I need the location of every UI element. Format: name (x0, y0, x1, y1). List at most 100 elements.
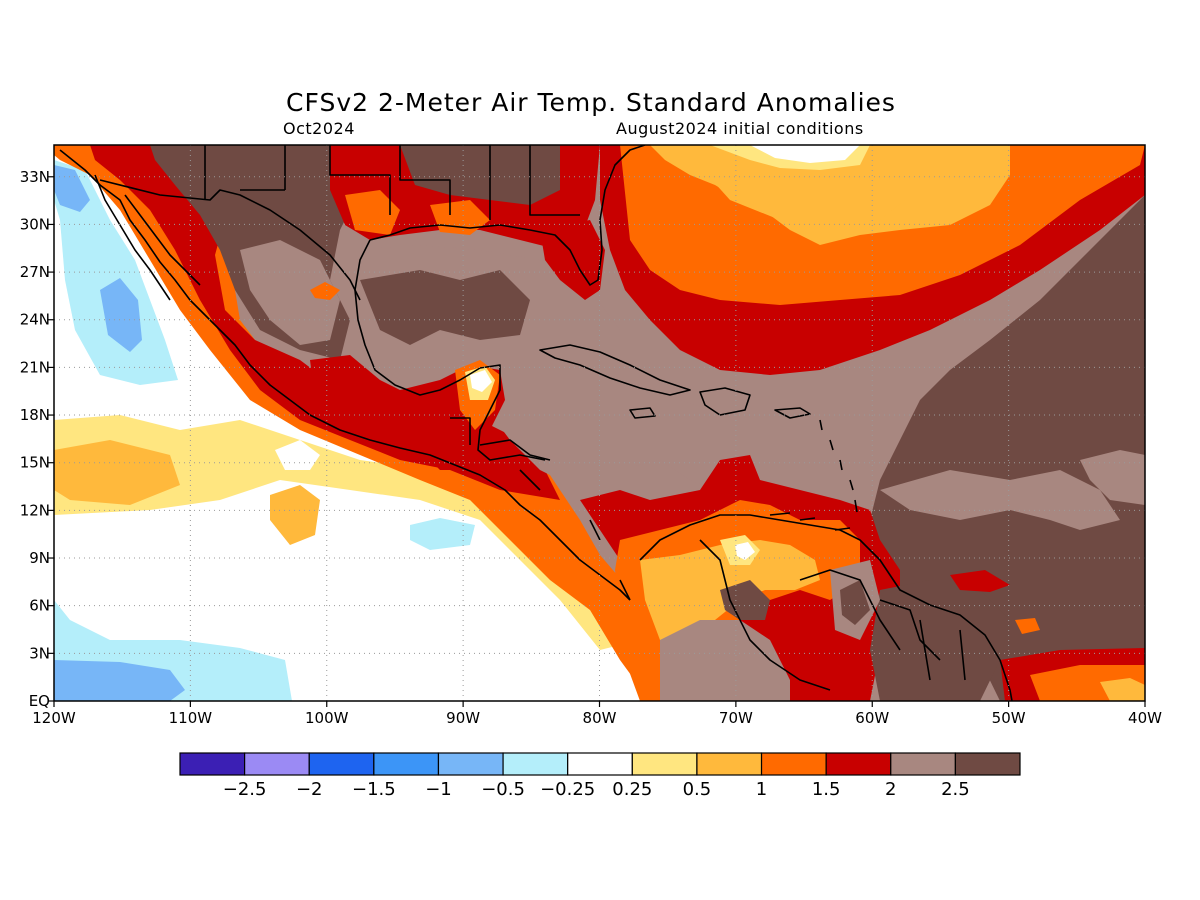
coastlines (59, 145, 1013, 701)
colorbar-swatch (244, 752, 310, 776)
field-pacific-neutral-region (54, 145, 645, 701)
field-caribbean-neutral-patch (735, 542, 755, 560)
field-pacific-cold-patch (54, 660, 185, 701)
field-pacific-cold-patch (54, 165, 90, 212)
y-tick-label: 24N (20, 311, 50, 329)
coastline-lesser-antilles (769, 419, 858, 531)
field-us-extreme-region (400, 145, 560, 205)
x-tick-label: 50W (992, 709, 1026, 727)
colorbar-label: 0.5 (683, 779, 712, 800)
field-pacific-warm-patch (270, 485, 320, 545)
colorbar-swatch (179, 752, 246, 776)
x-tick-label: 100W (305, 709, 349, 727)
y-tick-label: 18N (20, 406, 50, 424)
field-east-atlantic-extreme-region (870, 195, 1145, 701)
field-gulf-extreme-patch (360, 270, 530, 345)
latitude-axis: EQ 3N 6N 9N 12N 15N 18N 21N 24N 27N 30N 33N (20, 168, 54, 710)
x-tick-label: 40W (1128, 709, 1162, 727)
field-atlantic-mild-patch (710, 150, 905, 240)
x-tick-label: 80W (583, 709, 617, 727)
field-inland-warm-patch (310, 282, 340, 300)
y-tick-label: 9N (29, 549, 50, 567)
y-tick-label: 30N (20, 215, 50, 233)
coastline-baja-california (94, 174, 201, 301)
coastline-south-america (639, 514, 1013, 701)
field-south-america-extreme-region (870, 580, 1010, 701)
field-equatorial-atlantic-mild-patch (1100, 678, 1145, 701)
field-pacific-warm-patch (54, 440, 180, 505)
x-tick-label: 90W (446, 709, 480, 727)
field-yucatan-hot-region (310, 355, 505, 470)
colorbar-label: 1 (756, 779, 767, 800)
colorbar-label: −0.25 (540, 779, 595, 800)
field-pacific-neutral-patch (275, 440, 320, 470)
longitude-axis: 120W 110W 100W 90W 80W 70W 60W 50W 40W (32, 701, 1162, 727)
border-south-america (699, 539, 966, 691)
colorbar-label: 2.5 (941, 779, 970, 800)
field-pacific-cool-patch (410, 518, 475, 550)
x-tick-label: 70W (719, 709, 753, 727)
colorbar-label: 1.5 (812, 779, 841, 800)
colorbar-swatch (437, 752, 504, 776)
colorbar-swatch (567, 752, 633, 776)
x-tick-label: 120W (32, 709, 76, 727)
colorbar-label: −2.5 (223, 779, 267, 800)
field-pacific-cool-region (54, 160, 178, 385)
colorbar: −2.5 −2 −1.5 −1 −0.5 −0.25 0.25 0.5 1 1.5 2 2.5 (179, 752, 1021, 800)
field-pacific-cold-patch (100, 278, 142, 352)
coastline-hispaniola (699, 387, 751, 416)
colorbar-label: 2 (885, 779, 896, 800)
y-tick-label: 6N (29, 597, 50, 615)
border-us-states (204, 145, 580, 220)
colorbar-swatch (890, 752, 956, 776)
x-tick-label: 60W (855, 709, 889, 727)
coastline-us-gulf (369, 145, 646, 286)
field-atlantic-hot-patch (950, 570, 1010, 592)
y-tick-label: 3N (29, 644, 50, 662)
colorbar-label: −0.5 (481, 779, 525, 800)
field-atlantic-hot-patch (1015, 618, 1040, 634)
field-gulf-warm-patch (345, 190, 400, 235)
field-south-america-extreme-patch (720, 580, 770, 620)
field-south-america-very-warm-region (660, 620, 790, 701)
field-atlantic-neutral-patch (750, 145, 860, 163)
colorbar-label: −1 (425, 779, 452, 800)
field-yucatan-neutral-patch (470, 370, 492, 392)
coastline-gulf-of-mexico (354, 239, 546, 461)
border-mexico-us (99, 179, 361, 301)
colorbar-swatch (308, 752, 375, 776)
colorbar-label: −1.5 (352, 779, 396, 800)
field-pacific-warm-region (54, 415, 640, 650)
colorbar-swatch (373, 752, 440, 776)
field-east-atlantic-very-warm-patch (1080, 450, 1145, 505)
colorbar-label: 0.25 (612, 779, 652, 800)
y-tick-label: EQ (29, 692, 50, 710)
valid-month-label: Oct2024 (283, 119, 355, 138)
anomaly-field (54, 145, 1145, 701)
coastline-cuba (539, 344, 691, 396)
y-tick-label: 21N (20, 358, 50, 376)
map-title: CFSv2 2-Meter Air Temp. Standard Anomali… (286, 88, 896, 117)
border-central-america (450, 417, 631, 601)
field-mexico-very-warm-region (240, 240, 340, 345)
colorbar-swatch (502, 752, 569, 776)
field-florida-hot-patch (540, 220, 605, 300)
x-tick-label: 110W (169, 709, 213, 727)
y-tick-label: 12N (20, 501, 50, 519)
colorbar-swatch (825, 752, 892, 776)
field-east-atlantic-very-warm-patch (880, 470, 1120, 530)
coastline-jamaica (629, 407, 656, 419)
y-tick-label: 27N (20, 263, 50, 281)
initial-conditions-label: August2024 initial conditions (616, 119, 864, 138)
colorbar-swatch (696, 752, 763, 776)
colorbar-swatch (631, 752, 698, 776)
colorbar-label: −2 (296, 779, 323, 800)
graticule (54, 145, 1145, 701)
coastline-north-america (59, 149, 631, 601)
colorbar-swatch (760, 752, 827, 776)
field-south-america-extreme-patch (840, 580, 870, 625)
colorbar-swatch (954, 752, 1021, 776)
y-tick-label: 15N (20, 454, 50, 472)
y-tick-label: 33N (20, 168, 50, 186)
